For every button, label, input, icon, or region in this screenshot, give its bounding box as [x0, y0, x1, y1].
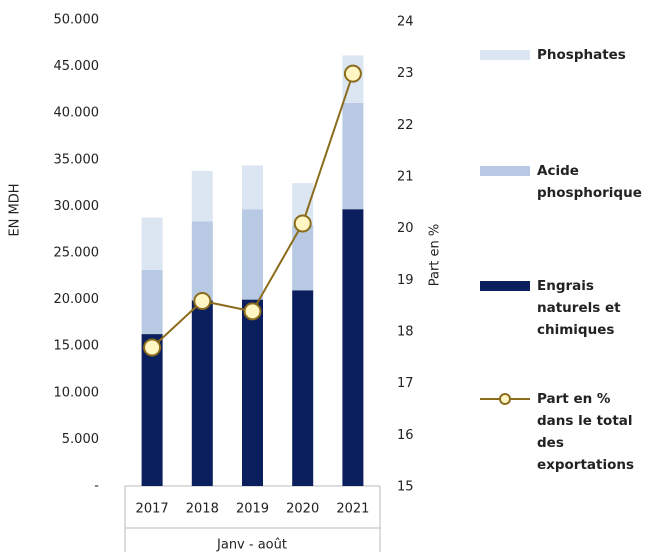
y2-tick-label: 16: [397, 428, 414, 443]
y-tick-label: -: [94, 479, 99, 494]
line-marker: [343, 64, 362, 83]
bar-segment: [141, 334, 163, 486]
bar-segment: [242, 299, 263, 486]
bar-segment: [141, 269, 163, 335]
bar-segment: [141, 217, 163, 270]
bar-segment: [191, 300, 213, 486]
x-axis-title: Janv - août: [216, 538, 287, 552]
y-tick-label: 25.000: [54, 246, 100, 261]
legend-swatch: [499, 393, 511, 405]
x-tick-label: 2020: [286, 502, 319, 517]
legend-swatch: [480, 166, 530, 176]
y-tick-label: 50.000: [54, 13, 100, 28]
y-tick-label: 5.000: [62, 432, 99, 447]
legend-swatch: [480, 281, 530, 291]
y-tick-label: 40.000: [54, 106, 100, 121]
y2-tick-label: 17: [397, 376, 414, 391]
x-tick-label: 2019: [236, 502, 269, 517]
line-marker: [243, 302, 262, 321]
y-tick-label: 20.000: [54, 292, 100, 307]
y2-tick-label: 20: [397, 221, 414, 236]
bar-segment: [191, 170, 213, 222]
bar-segment: [242, 209, 263, 300]
bar-segment: [242, 165, 263, 210]
y2-axis-title: Part en %: [428, 224, 443, 287]
bar-segment: [292, 290, 314, 486]
y2-tick-label: 18: [397, 325, 414, 340]
y2-tick-label: 22: [397, 118, 414, 133]
legend-swatch: [480, 50, 530, 60]
y-tick-label: 30.000: [54, 199, 100, 214]
bar-segment: [342, 209, 364, 487]
y2-tick-label: 24: [397, 15, 414, 30]
legend-label: Acide phosphorique: [537, 163, 642, 201]
line-marker: [193, 292, 212, 310]
y2-tick-label: 23: [397, 66, 414, 81]
y2-tick-label: 15: [397, 480, 414, 495]
legend-label: Phosphates: [537, 47, 626, 63]
bar-segment: [191, 221, 213, 301]
y-axis-title: EN MDH: [8, 183, 23, 236]
bar-segment: [292, 225, 314, 291]
y-tick-label: 15.000: [54, 339, 100, 354]
y2-tick-label: 19: [397, 273, 414, 288]
bar-segment: [292, 183, 314, 226]
x-tick-label: 2021: [336, 502, 369, 517]
legend-label: Engrais naturels et chimiques: [537, 278, 621, 338]
line-marker: [293, 214, 312, 233]
y2-tick-label: 21: [397, 170, 414, 185]
x-tick-label: 2017: [136, 502, 169, 517]
x-tick-label: 2018: [186, 502, 219, 517]
y-tick-label: 35.000: [54, 152, 100, 167]
y-tick-label: 45.000: [54, 59, 100, 74]
y-tick-label: 10.000: [54, 385, 100, 400]
legend-label: Part en % dans le total des exportations: [537, 391, 635, 473]
line-marker: [143, 338, 162, 357]
bar-segment: [342, 102, 364, 210]
